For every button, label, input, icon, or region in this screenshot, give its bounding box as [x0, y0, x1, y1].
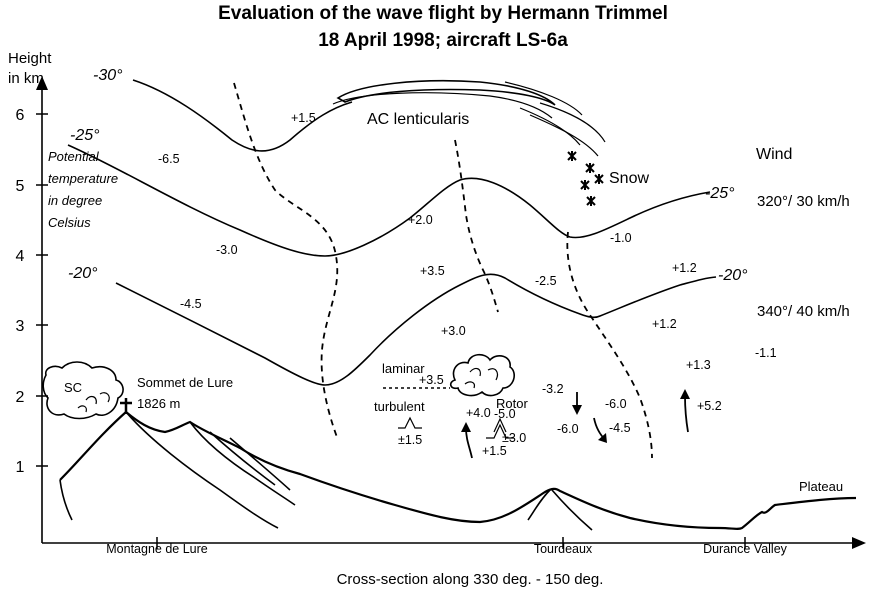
- rotor-turbulence-symbol-inner: [493, 417, 507, 433]
- vspeed-value: +4.0: [466, 406, 491, 420]
- isentrope-label-minus-20-right: -20°: [718, 267, 748, 284]
- vspeed-value: +3.5: [420, 264, 445, 278]
- vspeed-value: +1.2: [652, 317, 677, 331]
- label-sc: SC: [64, 380, 82, 395]
- down-arrow-head: [572, 405, 582, 415]
- location-tourdeaux: Tourdeaux: [534, 542, 593, 556]
- tourdeaux-ridge-left: [527, 489, 551, 521]
- motion-arrows: [461, 389, 690, 459]
- title-line-2: 18 April 1998; aircraft LS-6a: [318, 30, 568, 51]
- y-tick-3: 3: [16, 318, 25, 335]
- y-tick-4: 4: [16, 248, 25, 265]
- isentrope-label-minus-25-left: -25°: [70, 127, 100, 144]
- legend-line-4: Celsius: [48, 215, 91, 230]
- isentrope-minus-20: [115, 273, 717, 386]
- up-arrow-right-head: [680, 389, 690, 399]
- y-tick-1: 1: [16, 459, 25, 476]
- label-rotor: Rotor: [496, 396, 528, 411]
- ridge-line-4: [229, 437, 291, 491]
- phase-line-left: [233, 82, 339, 441]
- turbulence-symbol: [398, 416, 422, 429]
- phase-line-right: [566, 231, 653, 459]
- y-tick-2: 2: [16, 389, 25, 406]
- vspeed-value: -2.5: [535, 274, 557, 288]
- rotor-cloud: [449, 353, 515, 397]
- rotor-value: ±3.0: [502, 431, 526, 445]
- terrain: [59, 410, 857, 531]
- wind-lower-value: 340°/ 40 km/h: [757, 303, 850, 320]
- ac-lenticularis-cloud: [332, 80, 606, 157]
- sc-cloud: [42, 361, 124, 420]
- label-laminar: laminar: [382, 361, 425, 376]
- y-tick-5: 5: [16, 178, 25, 195]
- vspeed-value: +1.5: [482, 444, 507, 458]
- vspeed-value: -1.0: [610, 231, 632, 245]
- vspeed-value: -4.5: [180, 297, 202, 311]
- location-montagne-de-lure: Montagne de Lure: [106, 542, 208, 556]
- title-line-1: Evaluation of the wave flight by Hermann…: [218, 3, 668, 24]
- location-durance-valley: Durance Valley: [703, 542, 788, 556]
- y-axis-ticks: [36, 113, 48, 467]
- vspeed-value: -6.0: [557, 422, 579, 436]
- vertical-speed-values: +1.5 -6.5 -3.0 -4.5 +2.0 +3.5 -2.5 -1.0 …: [158, 111, 777, 458]
- sc-cloud-detail: [77, 392, 110, 413]
- y-axis-label-line-1: Height: [8, 50, 52, 67]
- rotor-turbulence-symbol: [486, 423, 514, 439]
- label-snow: Snow: [609, 170, 649, 187]
- legend-line-2: temperature: [48, 171, 118, 186]
- ridge-line-2: [189, 421, 296, 506]
- label-wind: Wind: [756, 146, 792, 163]
- vspeed-value: -4.5: [609, 421, 631, 435]
- x-axis-caption: Cross-section along 330 deg. - 150 deg.: [337, 571, 604, 588]
- tourdeaux-ridge-right: [551, 489, 593, 531]
- legend-line-3: in degree: [48, 193, 102, 208]
- vspeed-value: -6.0: [605, 397, 627, 411]
- ridge-line-1: [125, 411, 279, 529]
- y-tick-6: 6: [16, 107, 25, 124]
- vspeed-value: +2.0: [408, 213, 433, 227]
- vspeed-value: -1.1: [755, 346, 777, 360]
- up-arrow-right: [684, 395, 689, 433]
- label-ac-lenticularis: AC lenticularis: [367, 111, 469, 128]
- isentrope-label-minus-25-right: -25°: [705, 185, 735, 202]
- isentrope-label-minus-20-left: -20°: [68, 265, 98, 282]
- label-summit-name: Sommet de Lure: [137, 375, 233, 390]
- vspeed-value: +5.2: [697, 399, 722, 413]
- y-axis-arrowhead: [36, 76, 48, 90]
- up-arrow-rotor: [465, 427, 473, 459]
- label-turbulent: turbulent: [374, 399, 425, 414]
- legend-line-1: Potential: [48, 149, 100, 164]
- isentrope-label-minus-30: -30°: [93, 67, 123, 84]
- isentrope-minus-25: [67, 144, 711, 257]
- vspeed-value: -5.0: [494, 407, 516, 421]
- isentrope-minus-30: [132, 79, 353, 152]
- up-arrow-rotor-head: [461, 422, 471, 432]
- vspeed-value: -3.2: [542, 382, 564, 396]
- x-axis-arrowhead: [852, 537, 866, 549]
- turbulence-value: ±1.5: [398, 433, 422, 447]
- label-plateau: Plateau: [799, 479, 843, 494]
- vspeed-value: -3.0: [216, 243, 238, 257]
- terrain-profile: [59, 410, 857, 530]
- vspeed-value: +1.3: [686, 358, 711, 372]
- x-axis-ticks: [156, 537, 746, 549]
- vspeed-value: +3.5: [419, 373, 444, 387]
- wind-upper-value: 320°/ 30 km/h: [757, 193, 850, 210]
- vspeed-value: -6.5: [158, 152, 180, 166]
- rotor-cloud-detail: [464, 367, 499, 389]
- ridge-line-3: [209, 431, 276, 486]
- down-arrow-curved-head: [598, 433, 607, 443]
- phase-line-middle: [454, 139, 499, 313]
- vspeed-value: +3.0: [441, 324, 466, 338]
- potential-temperature-legend: Potential temperature in degree Celsius: [48, 149, 118, 230]
- terrain-left-edge: [59, 479, 73, 521]
- vspeed-value: +1.2: [672, 261, 697, 275]
- label-summit-height: 1826 m: [137, 396, 180, 411]
- axes: [36, 76, 866, 549]
- y-axis-label-line-2: in km: [8, 70, 44, 87]
- vspeed-value: +1.5: [291, 111, 316, 125]
- snow-symbols: [567, 151, 604, 206]
